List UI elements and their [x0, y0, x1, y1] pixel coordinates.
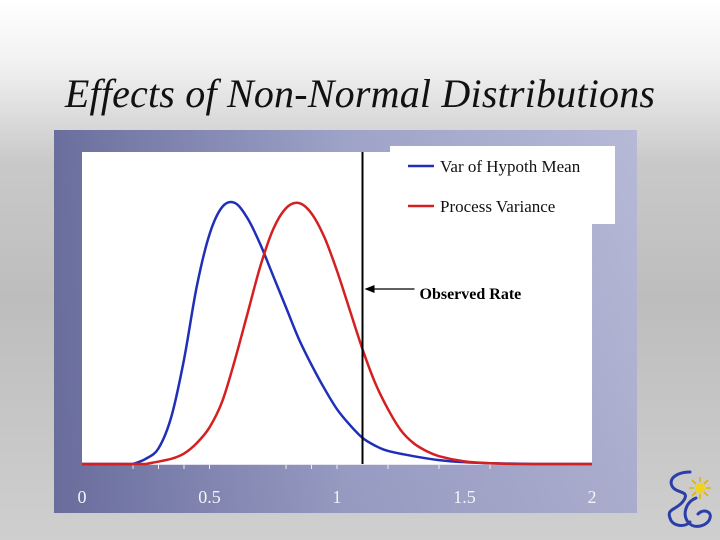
observed-rate-arrow-head	[364, 285, 375, 293]
series-line-process-variance	[82, 201, 592, 466]
x-tick-label: 1	[333, 487, 342, 507]
observed-rate-annotation: Observed Rate	[364, 285, 522, 303]
x-tick-label: 0	[78, 487, 87, 507]
x-tick-label: 1.5	[453, 487, 476, 507]
legend-box	[390, 146, 615, 224]
series-layer	[82, 200, 592, 466]
legend-label-process-variance: Process Variance	[440, 197, 555, 216]
x-tick-label: 0.5	[198, 487, 221, 507]
legend-label-var-hypoth-mean: Var of Hypoth Mean	[440, 157, 581, 176]
slide-title: Effects of Non-Normal Distributions	[64, 71, 656, 116]
series-line-var-of-hypoth-mean	[82, 200, 592, 466]
logo	[667, 470, 712, 528]
x-tick-label: 2	[588, 487, 597, 507]
x-ticks: 0 0.5 1 1.5 2	[78, 464, 597, 507]
observed-rate-label: Observed Rate	[420, 286, 522, 303]
legend: Var of Hypoth Mean Process Variance	[390, 146, 615, 224]
